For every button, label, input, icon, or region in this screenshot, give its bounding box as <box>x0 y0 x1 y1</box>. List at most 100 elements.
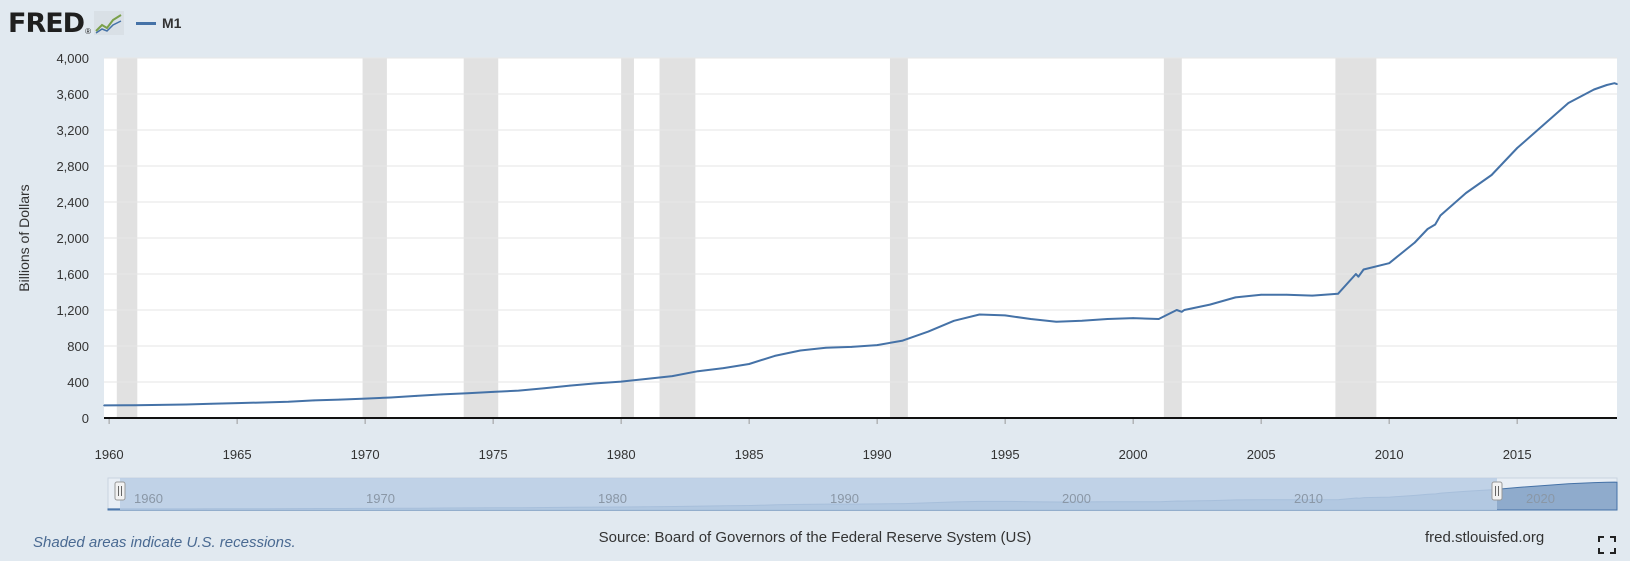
data-point-30 <box>876 344 878 346</box>
navigator-label-6: 2020 <box>1526 491 1555 506</box>
x-tick-label-11: 2015 <box>1503 447 1532 462</box>
data-point-46 <box>1234 296 1237 299</box>
data-point-63 <box>1567 102 1570 104</box>
data-point-6 <box>261 401 264 404</box>
x-tick-label-3: 1975 <box>479 447 508 462</box>
source-text: Source: Board of Governors of the Federa… <box>598 529 1032 546</box>
y-tick-label-3: 1,200 <box>56 303 89 318</box>
x-tick-label-6: 1990 <box>863 447 892 462</box>
y-tick-label-8: 3,200 <box>56 123 89 138</box>
data-point-58 <box>1439 214 1442 217</box>
data-point-40 <box>1132 317 1134 319</box>
data-point-41 <box>1157 318 1160 320</box>
data-point-64 <box>1593 88 1595 91</box>
site-link[interactable]: fred.stlouisfed.org <box>1425 529 1545 546</box>
data-point-5 <box>236 402 238 404</box>
y-tick-label-7: 2,800 <box>56 159 89 174</box>
y-tick-label-4: 1,600 <box>56 267 89 282</box>
data-point-56 <box>1426 228 1429 230</box>
data-point-19 <box>594 382 597 385</box>
data-point-55 <box>1413 241 1416 244</box>
data-point-14 <box>466 392 469 395</box>
data-point-59 <box>1465 192 1467 194</box>
fullscreen-icon[interactable] <box>1598 536 1616 554</box>
x-tick-label-5: 1985 <box>735 447 764 462</box>
data-point-50 <box>1337 293 1339 295</box>
y-axis-title: Billions of Dollars <box>16 184 32 291</box>
data-point-65 <box>1605 84 1608 86</box>
data-point-45 <box>1209 303 1211 306</box>
navigator-handle-icon <box>1491 481 1503 501</box>
legend-label-m1: M1 <box>162 15 182 31</box>
data-point-0 <box>103 404 105 407</box>
x-tick-label-9: 2005 <box>1247 447 1276 462</box>
navigator-selection <box>120 478 1497 510</box>
data-point-9 <box>338 398 341 401</box>
fred-logo-registered: ® <box>85 26 91 36</box>
x-tick-label-8: 2000 <box>1119 447 1148 462</box>
data-point-7 <box>287 401 290 403</box>
data-point-4 <box>210 402 213 405</box>
series-line-m1 <box>103 82 1618 407</box>
data-point-10 <box>364 397 366 400</box>
y-tick-label-2: 800 <box>67 339 89 354</box>
navigator-label-0: 1960 <box>134 491 163 506</box>
data-point-15 <box>492 391 494 393</box>
data-point-43 <box>1180 311 1183 313</box>
data-point-20 <box>620 380 622 383</box>
data-point-53 <box>1362 268 1365 271</box>
navigator-label-2: 1980 <box>598 491 627 506</box>
data-point-38 <box>1081 320 1083 322</box>
data-point-47 <box>1260 293 1262 296</box>
y-tick-label-6: 2,400 <box>56 195 89 210</box>
data-point-52 <box>1357 275 1360 278</box>
recession-note: Shaded areas indicate U.S. recessions. <box>33 534 296 551</box>
chart-legend[interactable]: M1 <box>136 15 181 31</box>
y-tick-label-10: 4,000 <box>56 51 89 66</box>
data-point-3 <box>185 403 187 406</box>
data-point-44 <box>1183 309 1186 311</box>
x-tick-label-10: 2010 <box>1375 447 1404 462</box>
data-point-16 <box>517 389 520 392</box>
data-point-66 <box>1613 82 1616 84</box>
x-tick-label-4: 1980 <box>607 447 636 462</box>
chart-header: FRED ® M1 <box>8 6 181 40</box>
y-tick-label-0: 0 <box>82 411 89 426</box>
data-point-17 <box>543 387 546 390</box>
data-point-29 <box>850 346 853 348</box>
data-point-49 <box>1311 294 1314 297</box>
navigator-handle-icon <box>114 481 126 501</box>
y-tick-label-9: 3,600 <box>56 87 89 102</box>
x-tick-label-1: 1965 <box>223 447 252 462</box>
data-point-24 <box>722 367 725 369</box>
data-point-12 <box>415 395 418 397</box>
data-point-51 <box>1355 273 1357 275</box>
data-point-39 <box>1106 318 1109 320</box>
navigator-label-5: 2010 <box>1294 491 1323 506</box>
data-point-22 <box>671 375 674 377</box>
x-tick-label-0: 1960 <box>95 447 124 462</box>
navigator-label-4: 2000 <box>1062 491 1091 506</box>
data-point-13 <box>441 393 443 396</box>
data-point-31 <box>901 339 904 342</box>
data-point-11 <box>389 396 392 399</box>
data-point-33 <box>953 320 955 322</box>
fred-logo[interactable]: FRED <box>8 7 85 39</box>
data-point-28 <box>825 347 827 349</box>
data-point-34 <box>978 313 981 316</box>
legend-swatch-m1 <box>136 21 156 25</box>
data-point-60 <box>1490 174 1493 176</box>
data-point-1 <box>133 404 136 407</box>
data-point-35 <box>1004 314 1006 317</box>
data-point-61 <box>1516 147 1518 149</box>
data-point-25 <box>748 363 750 365</box>
data-point-23 <box>697 370 699 373</box>
data-point-2 <box>159 404 162 406</box>
data-point-62 <box>1541 124 1544 127</box>
data-point-48 <box>1285 293 1288 296</box>
logo-chart-icon <box>94 11 124 35</box>
data-point-8 <box>313 399 315 402</box>
data-point-54 <box>1388 262 1390 265</box>
y-tick-label-1: 400 <box>67 375 89 390</box>
